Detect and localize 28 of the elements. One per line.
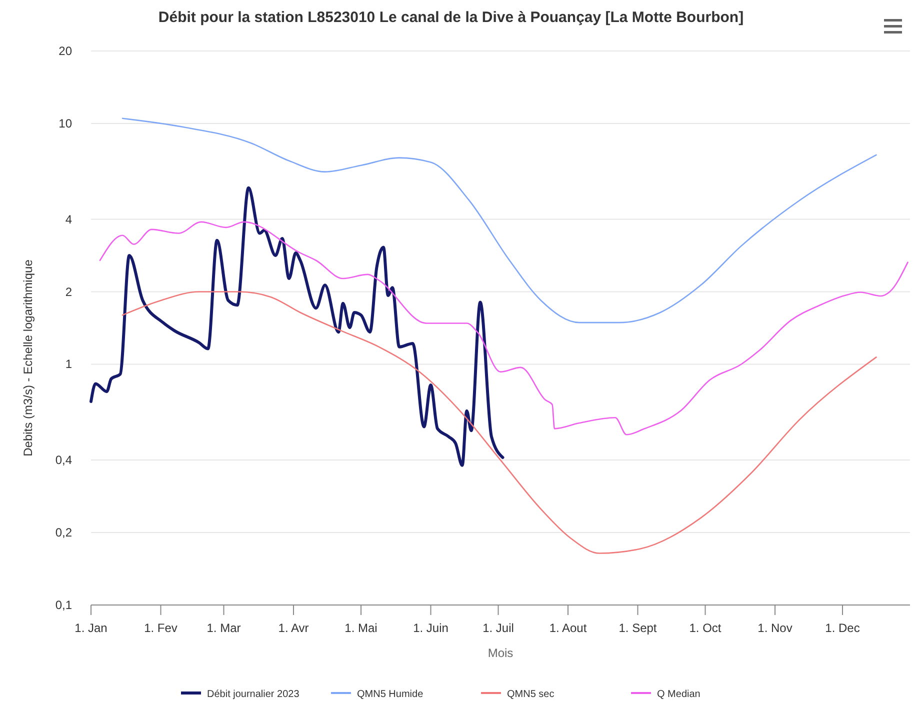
legend-label: QMN5 Humide bbox=[357, 689, 424, 700]
x-tick-label: 1. Juil bbox=[482, 621, 514, 635]
x-tick-label: 1. Jan bbox=[74, 621, 108, 635]
y-tick-label: 4 bbox=[65, 212, 72, 226]
legend-label: Débit journalier 2023 bbox=[207, 689, 300, 700]
y-tick-label: 0,2 bbox=[55, 526, 72, 540]
y-tick-label: 0,1 bbox=[55, 598, 72, 612]
x-tick-label: 1. Nov bbox=[758, 621, 792, 635]
x-tick-label: 1. Sept bbox=[618, 621, 658, 635]
y-tick-label: 1 bbox=[65, 357, 72, 372]
x-axis-title: Mois bbox=[488, 646, 514, 660]
legend-label: Q Median bbox=[657, 689, 700, 700]
y-tick-label: 0,4 bbox=[55, 453, 72, 468]
line-series bbox=[90, 186, 504, 467]
legend-label: QMN5 sec bbox=[507, 689, 554, 700]
chart-title: Débit pour la station L8523010 Le canal de la Dive à Pouançay [La Motte Bourbon] bbox=[158, 9, 744, 26]
x-tick-label: 1. Mar bbox=[206, 621, 241, 635]
x-tick-label: 1. Juin bbox=[413, 621, 448, 635]
y-tick-label: 10 bbox=[58, 116, 72, 130]
y-axis-title: Debits (m3/s) - Echelle logarithmique bbox=[21, 259, 35, 456]
y-tick-label: 2 bbox=[65, 284, 72, 299]
x-tick-label: 1. Dec bbox=[825, 621, 860, 635]
x-tick-label: 1. Aout bbox=[549, 621, 588, 635]
x-tick-label: 1. Oct bbox=[689, 621, 722, 635]
x-tick-label: 1. Avr bbox=[278, 621, 309, 635]
x-tick-label: 1. Mai bbox=[344, 621, 378, 635]
y-tick-label: 20 bbox=[58, 44, 72, 58]
x-tick-label: 1. Fev bbox=[144, 621, 178, 635]
